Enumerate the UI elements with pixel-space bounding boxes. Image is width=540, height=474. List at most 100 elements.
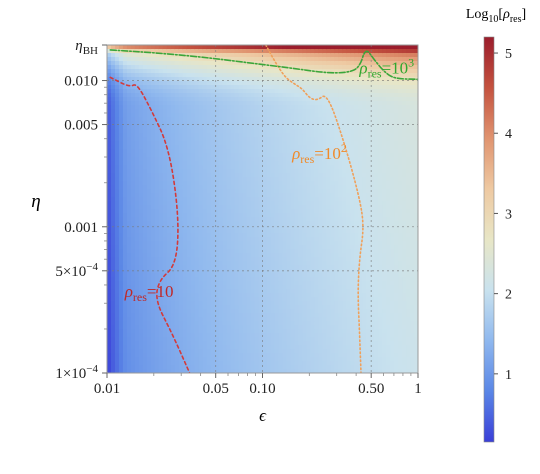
heatmap-cell: [118, 333, 124, 338]
heatmap-cell: [346, 273, 351, 278]
heatmap-cell: [162, 265, 168, 270]
heatmap-cell: [326, 49, 331, 54]
heatmap-cell: [318, 273, 323, 278]
heatmap-cell: [326, 221, 331, 226]
heatmap-cell: [174, 365, 180, 370]
heatmap-cell: [154, 93, 160, 98]
heatmap-cell: [246, 149, 252, 154]
heatmap-cell: [178, 45, 184, 50]
heatmap-cell: [174, 253, 180, 258]
heatmap-cell: [150, 317, 156, 322]
heatmap-cell: [270, 317, 276, 322]
heatmap-cell: [242, 169, 248, 174]
heatmap-cell: [118, 121, 124, 126]
heatmap-cell: [214, 257, 220, 262]
heatmap-cell: [154, 77, 160, 82]
heatmap-cell: [314, 357, 319, 362]
heatmap-cell: [302, 345, 307, 350]
heatmap-cell: [150, 165, 156, 170]
heatmap-cell: [326, 217, 331, 222]
heatmap-cell: [218, 257, 224, 262]
heatmap-cell: [186, 97, 192, 102]
heatmap-cell: [166, 245, 172, 250]
heatmap-cell: [338, 257, 343, 262]
heatmap-cell: [338, 105, 343, 110]
heatmap-cell: [286, 349, 292, 354]
heatmap-cell: [210, 93, 216, 98]
heatmap-cell: [346, 189, 351, 194]
heatmap-cell: [294, 297, 299, 302]
heatmap-cell: [142, 261, 148, 266]
heatmap-cell: [238, 57, 244, 62]
heatmap-cell: [158, 221, 164, 226]
heatmap-cell: [158, 169, 164, 174]
heatmap-cell: [298, 297, 303, 302]
heatmap-cell: [182, 245, 188, 250]
heatmap-cell: [338, 133, 343, 138]
heatmap-cell: [130, 53, 136, 58]
heatmap-cell: [206, 85, 212, 90]
heatmap-cell: [302, 189, 307, 194]
heatmap-cell: [230, 233, 236, 238]
heatmap-cell: [178, 369, 184, 373]
heatmap-cell: [250, 121, 256, 126]
heatmap-cell: [218, 69, 224, 74]
heatmap-cell: [202, 361, 208, 366]
heatmap-cell: [206, 265, 212, 270]
heatmap-cell: [314, 65, 319, 70]
heatmap-cell: [218, 337, 224, 342]
heatmap-cell: [126, 269, 132, 274]
heatmap-cell: [130, 117, 136, 122]
heatmap-cell: [182, 265, 188, 270]
heatmap-cell: [290, 141, 295, 146]
heatmap-cell: [254, 289, 260, 294]
heatmap-cell: [174, 97, 180, 102]
heatmap-cell: [214, 341, 220, 346]
heatmap-cell: [270, 369, 276, 373]
heatmap-cell: [258, 125, 264, 130]
heatmap-cell: [322, 57, 327, 62]
heatmap-cell: [306, 329, 311, 334]
heatmap-cell: [222, 141, 228, 146]
heatmap-cell: [107, 241, 112, 246]
heatmap-cell: [250, 177, 256, 182]
heatmap-cell: [270, 177, 276, 182]
heatmap-cell: [130, 273, 136, 278]
heatmap-cell: [270, 109, 276, 114]
heatmap-cell: [154, 241, 160, 246]
heatmap-cell: [114, 365, 120, 370]
heatmap-cell: [194, 109, 200, 114]
heatmap-cell: [182, 197, 188, 202]
heatmap-cell: [170, 65, 176, 70]
heatmap-cell: [254, 153, 260, 158]
heatmap-cell: [330, 265, 335, 270]
heatmap-cell: [318, 209, 323, 214]
heatmap-cell: [126, 129, 132, 134]
heatmap-cell: [114, 369, 120, 373]
heatmap-cell: [110, 185, 116, 190]
heatmap-cell: [278, 121, 284, 126]
heatmap-cell: [282, 149, 288, 154]
heatmap-cell: [154, 333, 160, 338]
heatmap-cell: [158, 353, 164, 358]
heatmap-cell: [250, 281, 256, 286]
heatmap-cell: [182, 117, 188, 122]
heatmap-cell: [107, 113, 112, 118]
heatmap-cell: [178, 85, 184, 90]
heatmap-cell: [130, 369, 136, 373]
heatmap-cell: [302, 337, 307, 342]
heatmap-cell: [194, 213, 200, 218]
heatmap-cell: [206, 57, 212, 62]
heatmap-cell: [114, 329, 120, 334]
heatmap-cell: [186, 353, 192, 358]
heatmap-cell: [246, 49, 252, 54]
heatmap-cell: [202, 173, 208, 178]
heatmap-cell: [330, 73, 335, 78]
heatmap-cell: [302, 61, 307, 66]
heatmap-cell: [306, 353, 311, 358]
heatmap-cell: [222, 181, 228, 186]
heatmap-cell: [326, 313, 331, 318]
heatmap-cell: [326, 129, 331, 134]
heatmap-cell: [302, 225, 307, 230]
heatmap-cell: [126, 161, 132, 166]
